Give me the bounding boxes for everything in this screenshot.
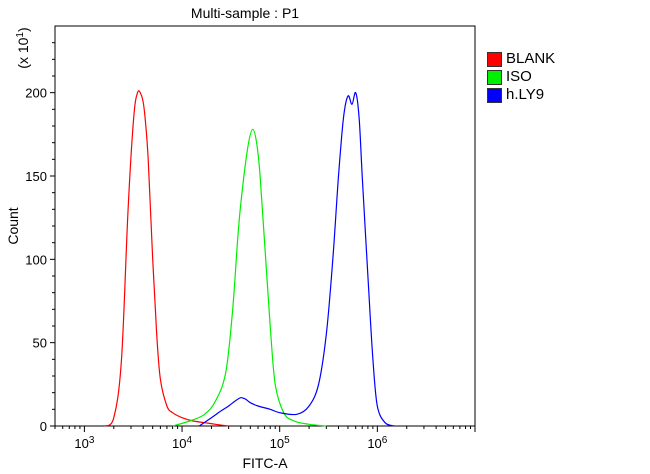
y-axis: 0 50 100 150 200 [25, 42, 55, 434]
y-axis-label: Count [5, 207, 21, 244]
y-tick-label: 200 [25, 86, 47, 101]
legend-swatch-blank [487, 51, 502, 67]
plot-frame [54, 25, 476, 427]
x-tick-label: 106 [367, 435, 387, 452]
legend-swatch-iso [487, 69, 502, 85]
legend-item-hly9: h.LY9 [487, 86, 555, 104]
x-tick-label: 103 [74, 435, 94, 452]
series-layer [103, 90, 395, 427]
legend-item-blank: BLANK [487, 50, 555, 68]
legend-label-iso: ISO [506, 68, 532, 85]
legend-label-hly9: h.LY9 [506, 86, 545, 103]
legend: BLANK ISO h.LY9 [487, 50, 555, 104]
y-tick-label: 150 [25, 169, 47, 184]
x-axis: 103 104 105 106 [54, 426, 476, 452]
series-line-iso [172, 128, 327, 427]
y-tick-label: 100 [25, 252, 47, 267]
x-tick-label: 104 [172, 435, 192, 452]
chart-title: Multi-sample : P1 [191, 5, 299, 21]
y-tick-label: 0 [40, 419, 47, 434]
series-line-hly9 [198, 91, 395, 427]
legend-item-iso: ISO [487, 68, 555, 86]
legend-swatch-hly9 [487, 87, 502, 103]
x-axis-label: FITC-A [242, 455, 288, 471]
y-multiplier-label: (x 101) [15, 27, 32, 68]
legend-label-blank: BLANK [506, 50, 556, 67]
series-line-blank [103, 90, 229, 427]
x-tick-label: 105 [270, 435, 290, 452]
y-multiplier-exp: 1 [15, 32, 26, 38]
y-tick-label: 50 [33, 336, 47, 351]
